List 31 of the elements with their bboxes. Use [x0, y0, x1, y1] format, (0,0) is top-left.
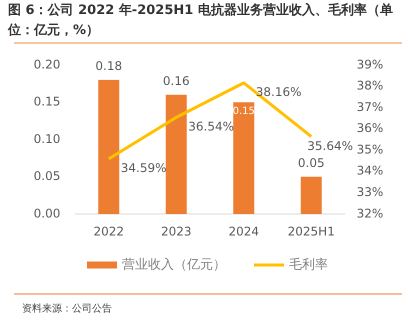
y-tick-label: 0.05 [34, 169, 60, 184]
text: 资料来源：公司公告 [22, 302, 112, 315]
x-tick-label: 2024 [228, 224, 260, 238]
data-label: 0.15 [232, 106, 255, 117]
y2-tick-label: 37% [356, 100, 384, 114]
y2-tick-label: 35% [356, 142, 384, 156]
y2-tick-label: 34% [356, 164, 384, 178]
y-tick-label: 0.15 [34, 94, 60, 109]
y2-tick-label: 32% [356, 206, 384, 220]
data-label: 0.05 [298, 156, 325, 170]
bar [98, 80, 120, 214]
chart-title: 图 6：公司 2022 年-2025H1 电抗器业务营业收入、毛利率（单位：亿元，%） [7, 2, 393, 38]
data-label: 0.18 [95, 59, 122, 74]
x-tick-label: 2022 [93, 224, 124, 238]
y-tick-label: 0.00 [34, 206, 60, 220]
y2-tick-label: 33% [356, 184, 384, 199]
legend-label: 营业收入（亿元） [122, 258, 226, 273]
bar [300, 176, 322, 214]
x-tick-label: 2025H1 [288, 224, 335, 238]
data-label: 0.16 [162, 74, 190, 88]
legend-label: 毛利率 [289, 256, 328, 273]
bar [233, 102, 254, 214]
y2-tick-label: 39% [356, 57, 384, 72]
y2-tick-label: 38% [356, 78, 384, 93]
bar [166, 94, 187, 214]
data-label: 38.16% [256, 85, 302, 100]
y2-tick-label: 36% [356, 121, 384, 136]
x-tick-label: 2023 [160, 224, 192, 238]
y-tick-label: 0.10 [34, 132, 60, 146]
data-label: 35.64% [307, 138, 353, 153]
y-tick-label: 0.20 [34, 57, 60, 72]
